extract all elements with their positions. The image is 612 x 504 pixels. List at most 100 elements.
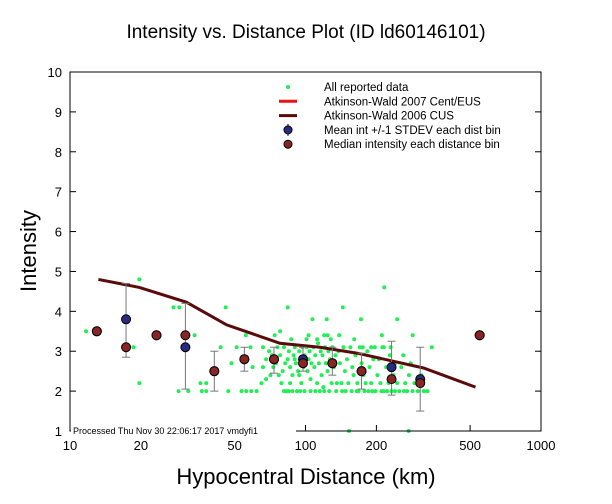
x-tick-label: 50 xyxy=(227,438,241,453)
reported-data-point xyxy=(261,365,266,370)
reported-data-point xyxy=(429,345,434,350)
mean-intensity-point xyxy=(180,342,191,353)
reported-data-point xyxy=(218,345,223,350)
reported-data-point xyxy=(343,389,348,394)
reported-data-point xyxy=(308,377,313,382)
reported-data-point xyxy=(334,389,339,394)
reported-data-point xyxy=(276,373,281,378)
reported-data-point xyxy=(341,345,346,350)
reported-data-point xyxy=(297,373,302,378)
reported-data-point xyxy=(395,381,400,386)
reported-data-point xyxy=(264,357,269,362)
reported-data-point xyxy=(337,361,342,366)
reported-data-point xyxy=(316,361,321,366)
reported-data-point xyxy=(370,389,375,394)
reported-data-point xyxy=(321,385,326,390)
reported-data-point xyxy=(299,381,304,386)
reported-data-point xyxy=(244,389,249,394)
reported-data-point xyxy=(292,357,297,362)
reported-data-point xyxy=(268,373,273,378)
y-tick-label: 7 xyxy=(55,185,62,200)
reported-data-point xyxy=(309,361,314,366)
y-tick-label: 5 xyxy=(55,264,62,279)
reported-data-point xyxy=(381,345,386,350)
x-tick-label: 10 xyxy=(63,438,77,453)
reported-data-point xyxy=(315,337,320,342)
median-intensity-point xyxy=(474,330,485,341)
reported-data-point xyxy=(360,345,365,350)
median-intensity-point xyxy=(151,330,162,341)
reported-data-point xyxy=(350,365,355,370)
reported-data-point xyxy=(306,333,311,338)
y-tick-label: 4 xyxy=(55,304,62,319)
reported-data-point xyxy=(315,341,320,346)
x-tick-label: 500 xyxy=(459,438,481,453)
reported-data-point xyxy=(403,381,408,386)
legend-mean-icon xyxy=(283,125,293,135)
reported-data-point xyxy=(405,389,410,394)
x-axis-label: Hypocentral Distance (km) xyxy=(176,464,435,489)
reported-data-point xyxy=(340,305,345,310)
reported-data-point xyxy=(271,365,276,370)
reported-data-point xyxy=(286,349,291,354)
reported-data-point xyxy=(199,389,204,394)
reported-data-point xyxy=(334,381,339,386)
reported-data-point xyxy=(369,345,374,350)
reported-data-point xyxy=(304,337,309,342)
mean-intensity-point xyxy=(121,314,132,325)
reported-data-point xyxy=(298,389,303,394)
median-intensity-point xyxy=(91,326,102,337)
reported-data-point xyxy=(328,337,333,342)
reported-data-point xyxy=(372,345,377,350)
reported-data-point xyxy=(344,357,349,362)
reported-data-point xyxy=(305,369,310,374)
reported-data-point xyxy=(329,381,334,386)
reported-data-point xyxy=(415,389,420,394)
reported-data-point xyxy=(137,277,142,282)
reported-data-point xyxy=(313,353,318,358)
y-tick-label: 2 xyxy=(55,384,62,399)
reported-data-point xyxy=(425,389,430,394)
reported-data-point xyxy=(297,349,302,354)
legend-label: Mean int +/-1 STDEV each dist bin xyxy=(324,125,501,137)
reported-data-point xyxy=(223,305,228,310)
reported-data-point xyxy=(322,389,327,394)
legend-label: All reported data xyxy=(324,82,409,94)
reported-data-point xyxy=(267,349,272,354)
y-tick-label: 8 xyxy=(55,145,62,160)
legend-median-icon xyxy=(283,139,293,149)
reported-data-point xyxy=(322,333,327,338)
reported-data-point xyxy=(388,345,393,350)
reported-data-point xyxy=(186,389,191,394)
reported-data-point xyxy=(421,389,426,394)
median-intensity-point xyxy=(327,358,338,369)
reported-data-point xyxy=(290,373,295,378)
reported-data-point xyxy=(395,317,400,322)
reported-data-point xyxy=(401,353,406,358)
reported-data-point xyxy=(234,345,239,350)
reported-data-point xyxy=(358,317,363,322)
reported-data-point xyxy=(406,373,411,378)
reported-data-point xyxy=(291,353,296,358)
reported-data-point xyxy=(357,345,362,350)
reported-data-point xyxy=(261,345,266,350)
median-intensity-point xyxy=(180,330,191,341)
reported-data-point xyxy=(285,305,290,310)
reported-data-point xyxy=(367,365,372,370)
reported-data-point xyxy=(279,381,284,386)
legend-label: Median intensity each distance bin xyxy=(324,139,500,151)
median-intensity-point xyxy=(415,378,426,389)
y-axis-label: Intensity xyxy=(16,210,41,292)
reported-data-point xyxy=(393,389,398,394)
reported-data-point xyxy=(340,389,345,394)
y-tick-label: 3 xyxy=(55,344,62,359)
reported-data-point xyxy=(355,381,360,386)
reported-data-point xyxy=(352,337,357,342)
median-intensity-point xyxy=(209,366,220,377)
reported-data-point xyxy=(351,373,356,378)
reported-data-point xyxy=(294,389,299,394)
reported-data-point xyxy=(410,333,415,338)
reported-data-point xyxy=(289,337,294,342)
reported-data-point xyxy=(250,365,255,370)
